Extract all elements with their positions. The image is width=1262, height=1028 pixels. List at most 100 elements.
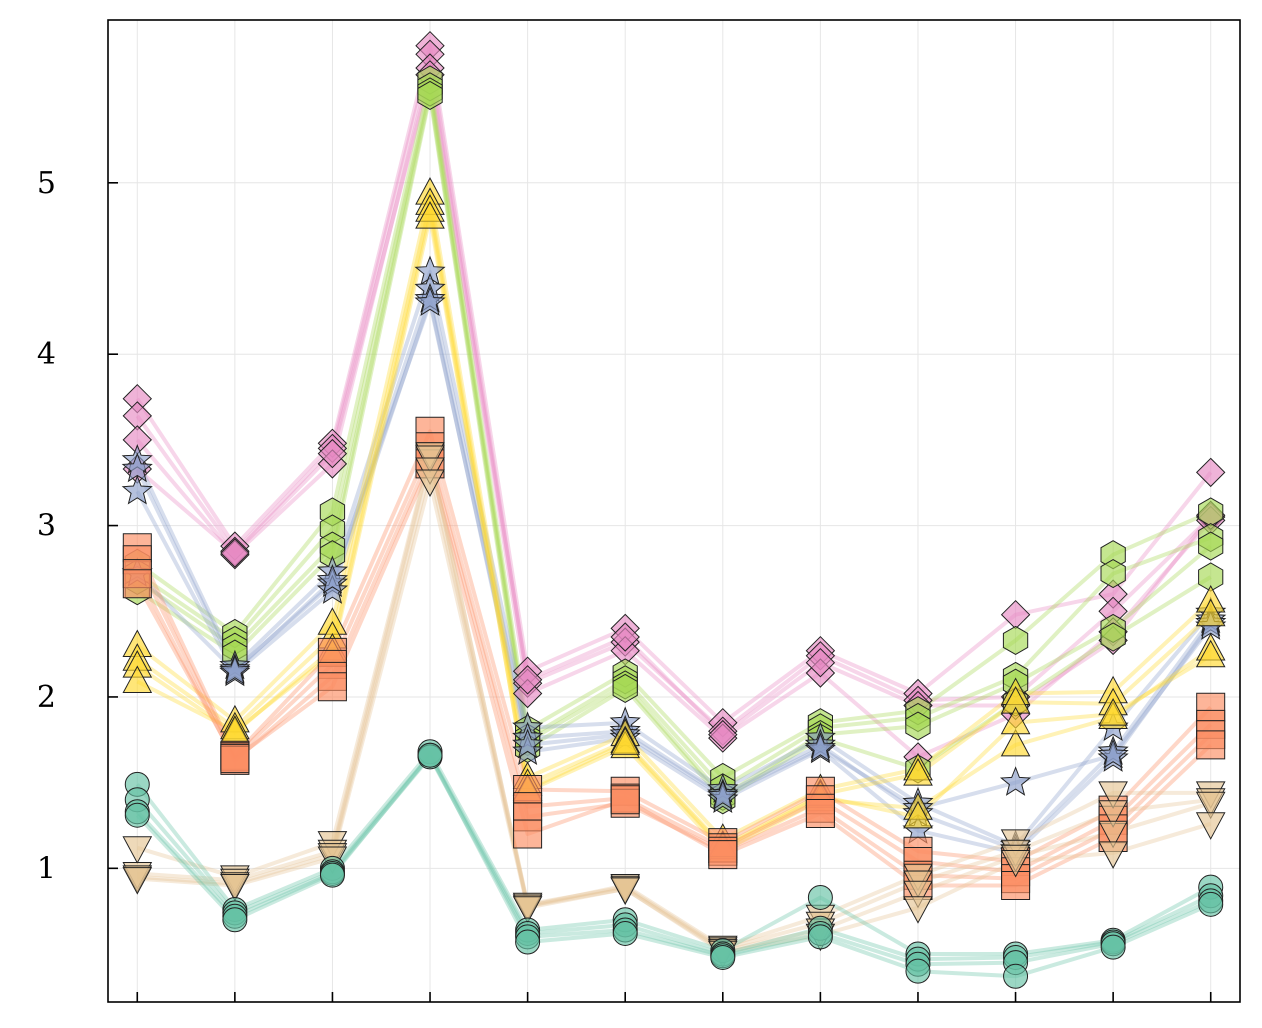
triangle-up-marker	[1098, 698, 1128, 726]
square-marker	[220, 744, 250, 774]
triangle-up-marker	[1195, 598, 1226, 627]
triangle-down-marker	[1195, 812, 1226, 840]
square-marker	[1001, 871, 1031, 900]
series-line-diamond	[135, 72, 1213, 737]
y-tick-label: 4	[37, 337, 56, 372]
hexagon-marker	[1100, 622, 1126, 652]
axis-ticks	[108, 182, 1212, 1002]
series-line-square	[135, 444, 1213, 874]
star-marker	[414, 286, 446, 317]
series-line-triangle-up	[136, 191, 1213, 842]
diamond-marker	[512, 665, 543, 695]
star-marker	[512, 728, 544, 759]
triangle-down-marker	[903, 880, 933, 909]
y-tick-label: 5	[37, 166, 56, 201]
square-marker	[610, 785, 640, 815]
series-line-hexagon	[136, 90, 1212, 799]
diamond-marker	[610, 622, 640, 652]
circle-marker	[710, 944, 736, 970]
triangle-down-marker	[1098, 820, 1128, 849]
series-line-hexagon	[136, 93, 1212, 802]
series-line-hexagon	[136, 78, 1212, 780]
series-line-star	[135, 287, 1213, 852]
series-line-hexagon	[136, 84, 1212, 790]
square-marker	[708, 840, 738, 870]
triangle-up-marker	[903, 758, 933, 786]
star-marker	[121, 474, 153, 505]
series-line-diamond	[135, 43, 1213, 725]
y-tick-label: 1	[37, 851, 56, 886]
triangle-up-marker	[610, 727, 641, 755]
triangle-down-marker	[220, 874, 250, 902]
star-marker	[1097, 738, 1129, 769]
star-marker	[316, 574, 348, 604]
series-line-triangle-up	[136, 208, 1212, 854]
triangle-down-marker	[415, 469, 445, 498]
diamond-marker	[317, 438, 348, 469]
series-line-diamond	[135, 66, 1213, 759]
hexagon-marker	[612, 673, 638, 703]
series-line-square	[135, 429, 1213, 864]
series-line-triangle-down	[137, 455, 1211, 951]
diamond-marker	[708, 719, 738, 750]
triangle-down-marker	[122, 867, 153, 895]
hexagon-marker	[1100, 559, 1126, 589]
series-line-circle	[135, 754, 1212, 967]
circle-marker	[612, 920, 638, 946]
triangle-down-marker	[610, 877, 641, 905]
star-marker	[707, 779, 739, 810]
series-line-square	[135, 461, 1213, 888]
hexagon-marker	[905, 711, 931, 741]
circle-marker	[905, 958, 931, 984]
series-line-triangle-down	[136, 451, 1211, 950]
y-tick-label: 3	[37, 509, 56, 544]
square-marker	[513, 819, 543, 849]
circle-marker	[807, 924, 833, 950]
triangle-down-marker	[1098, 781, 1128, 809]
series-markers	[121, 30, 1227, 989]
star-marker	[804, 732, 836, 762]
y-tick-label: 2	[37, 680, 56, 715]
series-lines	[135, 43, 1213, 979]
series-line-triangle-up	[136, 201, 1213, 848]
triangle-down-marker	[1195, 791, 1226, 820]
series-line-star	[135, 297, 1213, 855]
star-marker	[999, 766, 1032, 796]
diamond-marker	[805, 647, 836, 678]
series-line-triangle-up	[136, 215, 1212, 850]
circle-marker	[124, 802, 150, 828]
triangle-down-marker	[903, 896, 933, 924]
triangle-up-marker	[903, 800, 933, 829]
series-line-square	[135, 455, 1213, 881]
series-line-triangle-down	[137, 467, 1212, 953]
triangle-up-marker	[1000, 706, 1031, 735]
square-marker	[1196, 730, 1226, 760]
triangle-down-marker	[1000, 850, 1031, 878]
circle-marker	[807, 884, 833, 910]
triangle-up-marker	[1195, 639, 1226, 668]
triangle-down-marker	[1098, 800, 1128, 828]
triangle-down-marker	[512, 896, 543, 924]
series-line-star	[135, 300, 1213, 811]
square-marker	[122, 569, 152, 599]
series-line-diamond	[135, 52, 1213, 734]
diamond-marker	[220, 538, 250, 568]
star-marker	[219, 654, 251, 685]
diamond-marker	[1195, 457, 1226, 488]
series-line-triangle-down	[137, 479, 1212, 955]
triangle-down-marker	[1098, 841, 1128, 869]
triangle-up-marker	[1000, 728, 1031, 757]
hexagon-marker	[1002, 625, 1029, 655]
series-line-circle	[135, 749, 1212, 956]
series-line-circle	[135, 753, 1212, 979]
square-marker	[317, 672, 347, 702]
grid-lines	[108, 20, 1240, 1002]
star-marker	[316, 564, 348, 594]
circle-marker	[1198, 891, 1224, 917]
triangle-up-marker	[122, 665, 153, 693]
plot-frame	[107, 19, 1241, 1003]
circle-marker	[1100, 934, 1126, 960]
triangle-up-marker	[415, 201, 445, 229]
triangle-down-marker	[122, 836, 153, 864]
